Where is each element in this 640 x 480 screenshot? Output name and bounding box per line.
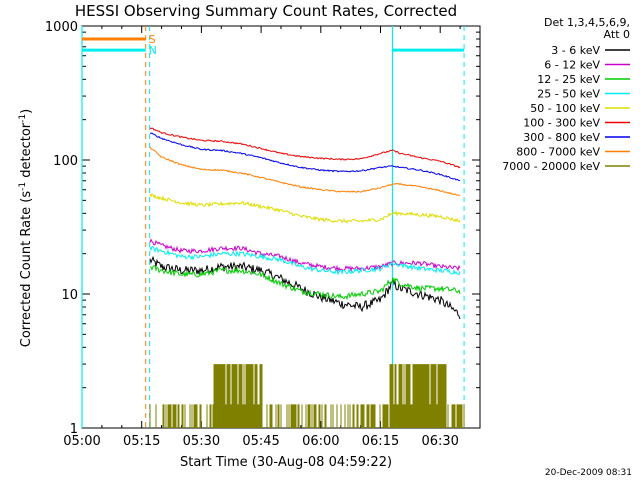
y-tick-label: 1	[70, 422, 78, 437]
legend-header: Det 1,3,4,5,6,9,	[544, 16, 630, 29]
y-axis-label: Corrected Count Rate (s-1 detector-1)	[18, 109, 34, 347]
series-line	[149, 127, 461, 169]
markers: SN	[81, 26, 465, 428]
legend-label: 300 - 800 keV	[523, 131, 600, 144]
series-line	[149, 255, 461, 320]
y-tick-label: 10	[61, 288, 78, 303]
series-line	[149, 146, 461, 197]
x-tick-label: 06:30	[421, 434, 458, 449]
legend-label: 12 - 25 keV	[537, 73, 600, 86]
y-tick-label: 100	[53, 154, 78, 169]
chart-title: HESSI Observing Summary Count Rates, Cor…	[75, 2, 457, 20]
series-line	[149, 193, 461, 224]
series-line	[149, 265, 461, 301]
legend-label: 800 - 7000 keV	[516, 146, 600, 159]
x-tick-label: 06:15	[362, 434, 399, 449]
flag-label: S	[149, 33, 156, 46]
x-tick-label: 05:15	[123, 434, 160, 449]
x-tick-label: 05:30	[183, 434, 220, 449]
legend-label: 25 - 50 keV	[537, 88, 600, 101]
flag-label: N	[149, 44, 157, 57]
series-line	[149, 238, 461, 273]
legend-label: 100 - 300 keV	[523, 117, 600, 130]
series-line	[149, 245, 461, 276]
legend-label: 50 - 100 keV	[530, 102, 600, 115]
legend-label: 6 - 12 keV	[544, 59, 600, 72]
series-line	[149, 132, 461, 182]
plot-lines	[149, 127, 465, 428]
x-tick-label: 06:00	[302, 434, 339, 449]
legend-label: 3 - 6 keV	[551, 44, 600, 57]
x-axis-label: Start Time (30-Aug-08 04:59:22)	[180, 455, 392, 470]
y-axis: 1 10 100 1000	[45, 20, 480, 437]
legend: Det 1,3,4,5,6,9,Att 0 3 - 6 keV 6 - 12 keV…	[502, 16, 630, 173]
x-tick-label: 05:45	[242, 434, 279, 449]
legend-label: 7000 - 20000 keV	[502, 160, 600, 173]
y-tick-label: 1000	[45, 20, 78, 35]
legend-header: Att 0	[604, 28, 630, 41]
footer-date: 20-Dec-2009 08:31	[545, 468, 632, 478]
x-tick-label: 05:00	[63, 434, 100, 449]
